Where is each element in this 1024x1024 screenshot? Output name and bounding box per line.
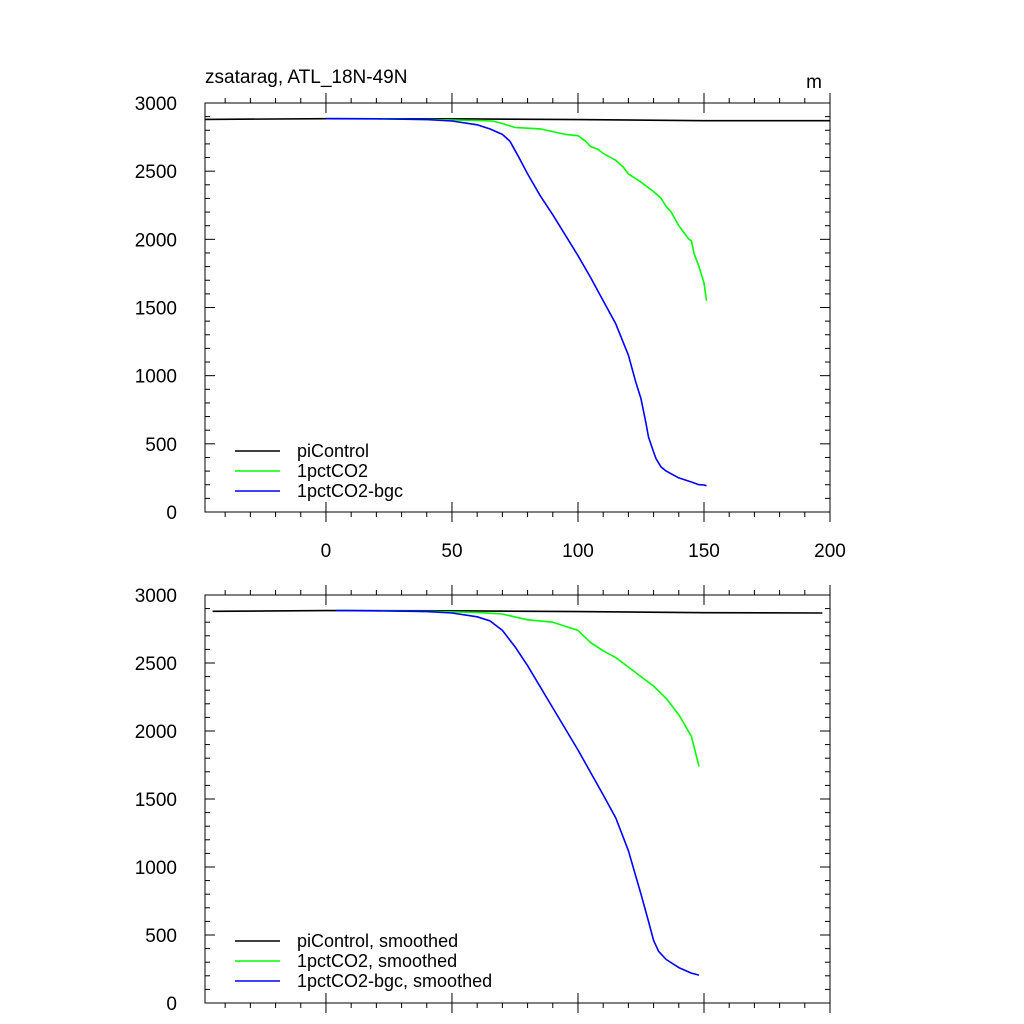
legend-label: 1pctCO2 xyxy=(297,461,368,481)
legend-label: piControl, smoothed xyxy=(297,931,458,951)
x-tick-label: 150 xyxy=(688,541,720,562)
y-tick-label: 3000 xyxy=(135,94,177,115)
y-tick-label: 2000 xyxy=(135,722,177,743)
series-line-3 xyxy=(325,117,707,487)
series-line-3 xyxy=(335,609,700,976)
legend-label: 1pctCO2, smoothed xyxy=(297,951,457,971)
y-tick-label: 0 xyxy=(166,503,177,524)
series-line-1 xyxy=(212,609,823,614)
units-label: m xyxy=(806,72,822,93)
legend-label: 1pctCO2-bgc xyxy=(297,481,403,501)
chart-title: zsatarag, ATL_18N-49N xyxy=(205,67,407,88)
y-tick-label: 500 xyxy=(145,926,177,947)
x-tick-label: 100 xyxy=(562,541,594,562)
series-line-2 xyxy=(325,117,708,301)
y-tick-label: 2500 xyxy=(135,162,177,183)
y-tick-label: 2500 xyxy=(135,654,177,675)
y-tick-label: 1000 xyxy=(135,858,177,879)
legend-label: 1pctCO2-bgc, smoothed xyxy=(297,971,492,991)
y-tick-label: 2000 xyxy=(135,230,177,251)
x-tick-label: 0 xyxy=(321,541,332,562)
y-tick-label: 1000 xyxy=(135,367,177,388)
chart-panel-2: 0 500 1000 1500 2000 2500 3000 piControl, smoot… xyxy=(135,585,831,1015)
series-line-1 xyxy=(204,117,830,122)
y-tick-label: 0 xyxy=(166,994,177,1015)
y-tick-label: 3000 xyxy=(135,586,177,607)
x-tick-label: 50 xyxy=(441,541,462,562)
series-line-2 xyxy=(335,609,700,767)
y-tick-label: 500 xyxy=(145,435,177,456)
y-tick-label: 1500 xyxy=(135,299,177,320)
chart-panel-1: 0 500 1000 1500 2000 2500 3000 0 50 100 150 200 zsat… xyxy=(135,67,846,562)
x-tick-label: 200 xyxy=(814,541,846,562)
y-tick-label: 1500 xyxy=(135,790,177,811)
legend-label: piControl xyxy=(297,441,369,461)
